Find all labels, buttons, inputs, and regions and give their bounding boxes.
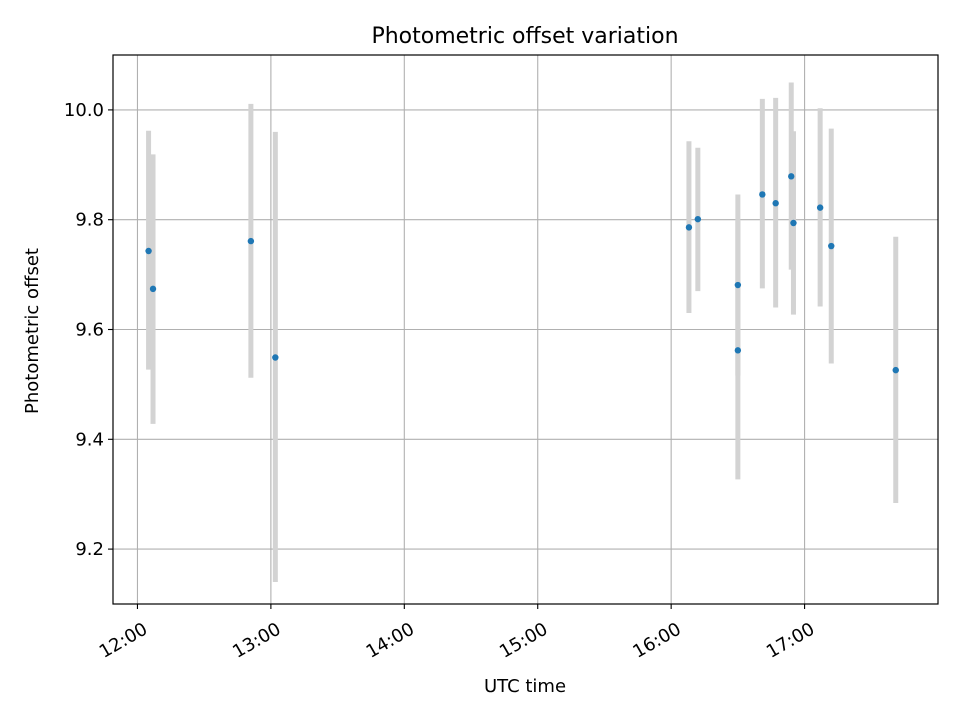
data-point: [828, 242, 835, 250]
data-point: [694, 215, 702, 223]
data-point: [145, 247, 152, 255]
y-axis-label: Photometric offset: [22, 248, 43, 414]
data-point: [734, 281, 742, 289]
x-axis-label: UTC time: [484, 676, 566, 697]
y-tick-label: 9.6: [75, 320, 104, 341]
y-tick-label: 9.8: [75, 210, 104, 231]
data-point: [149, 285, 157, 293]
marker-layer: [145, 173, 899, 374]
data-point: [892, 366, 899, 374]
chart-title: Photometric offset variation: [371, 24, 678, 49]
y-tick-label: 9.2: [75, 539, 104, 560]
y-tick-label: 9.4: [75, 429, 104, 450]
y-tick-label: 10.0: [64, 100, 104, 121]
data-point: [685, 224, 693, 231]
data-point: [247, 237, 255, 245]
data-point: [816, 204, 824, 211]
data-point: [788, 173, 795, 180]
data-point: [734, 347, 742, 354]
data-point: [790, 219, 797, 227]
data-point: [759, 191, 766, 198]
data-point: [772, 200, 779, 207]
data-point: [272, 354, 279, 361]
